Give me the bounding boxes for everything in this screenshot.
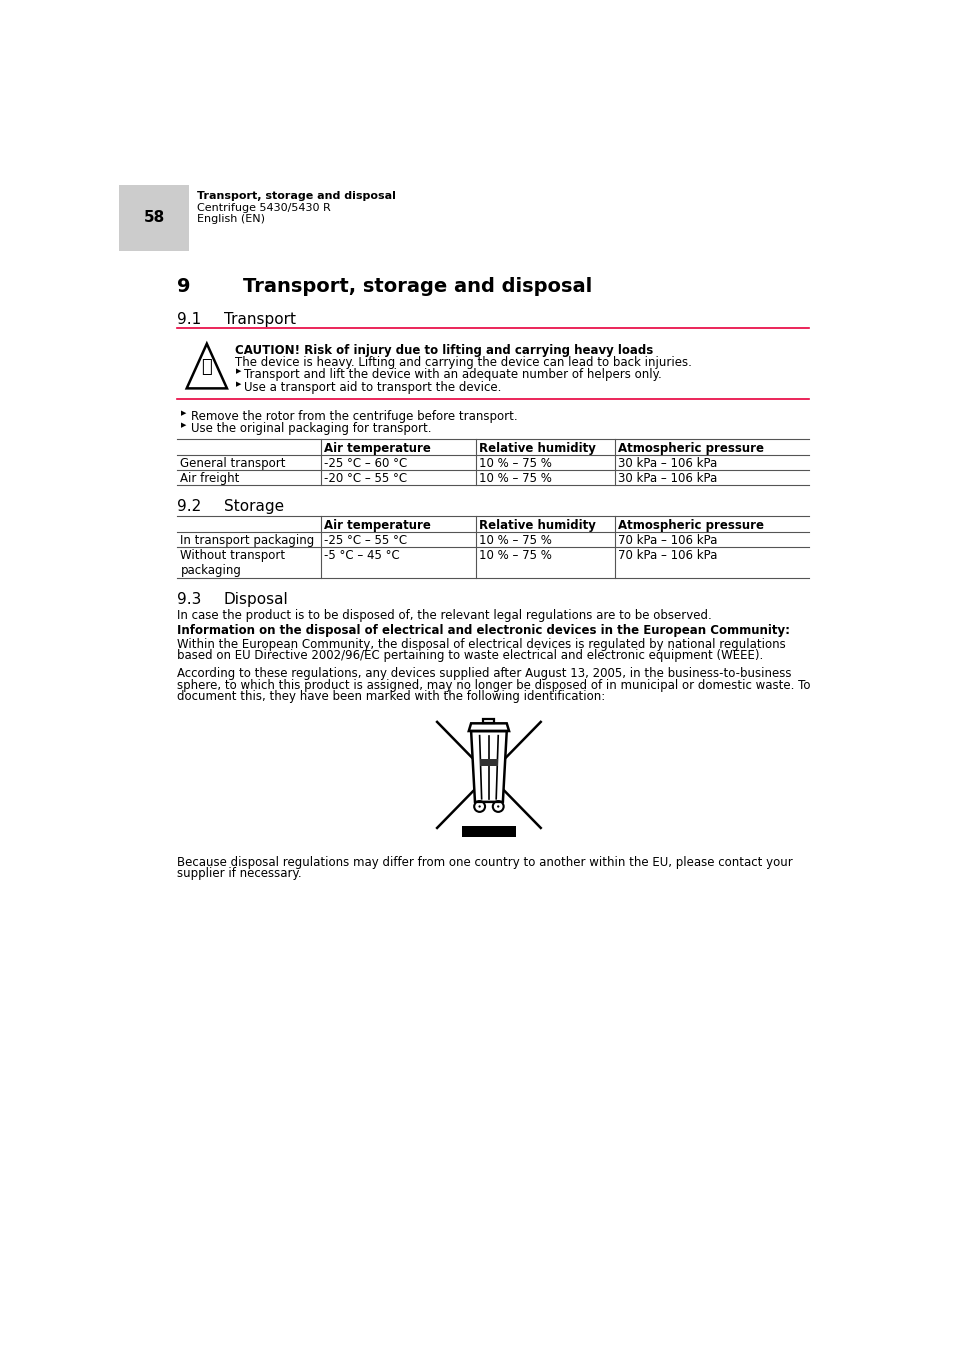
Text: 🏋: 🏋	[201, 358, 212, 375]
Text: Relative humidity: Relative humidity	[478, 441, 595, 455]
Text: Air freight: Air freight	[180, 472, 239, 485]
Text: -5 °C – 45 °C: -5 °C – 45 °C	[323, 549, 399, 563]
Text: sphere, to which this product is assigned, may no longer be disposed of in munic: sphere, to which this product is assigne…	[177, 679, 810, 691]
Text: Information on the disposal of electrical and electronic devices in the European: Information on the disposal of electrica…	[177, 624, 789, 637]
Circle shape	[478, 806, 480, 807]
Text: According to these regulations, any devices supplied after August 13, 2005, in t: According to these regulations, any devi…	[177, 667, 791, 680]
Text: Relative humidity: Relative humidity	[478, 518, 595, 532]
Text: 10 % – 75 %: 10 % – 75 %	[478, 456, 551, 470]
Text: document this, they have been marked with the following identification:: document this, they have been marked wit…	[177, 690, 605, 703]
Text: 9.2: 9.2	[177, 500, 201, 514]
Text: Air temperature: Air temperature	[323, 518, 430, 532]
Text: 9: 9	[177, 278, 191, 297]
Bar	[483, 718, 494, 724]
Text: ▶: ▶	[181, 410, 187, 416]
Text: 30 kPa – 106 kPa: 30 kPa – 106 kPa	[618, 472, 717, 485]
Text: Storage: Storage	[224, 500, 284, 514]
Text: Because disposal regulations may differ from one country to another within the E: Because disposal regulations may differ …	[177, 856, 792, 869]
Text: supplier if necessary.: supplier if necessary.	[177, 867, 302, 880]
Bar	[479, 759, 497, 767]
Text: 70 kPa – 106 kPa: 70 kPa – 106 kPa	[618, 549, 717, 563]
Text: Transport, storage and disposal: Transport, storage and disposal	[196, 192, 395, 201]
Text: 10 % – 75 %: 10 % – 75 %	[478, 472, 551, 485]
Text: General transport: General transport	[180, 456, 286, 470]
Text: -25 °C – 60 °C: -25 °C – 60 °C	[323, 456, 407, 470]
Polygon shape	[471, 732, 506, 802]
Bar	[468, 724, 509, 732]
Text: English (EN): English (EN)	[196, 213, 265, 224]
Text: based on EU Directive 2002/96/EC pertaining to waste electrical and electronic e: based on EU Directive 2002/96/EC pertain…	[177, 649, 762, 663]
Text: Remove the rotor from the centrifuge before transport.: Remove the rotor from the centrifuge bef…	[192, 410, 517, 423]
Bar	[483, 718, 494, 724]
Text: 58: 58	[143, 211, 165, 225]
Text: Atmospheric pressure: Atmospheric pressure	[618, 518, 763, 532]
Text: Centrifuge 5430/5430 R: Centrifuge 5430/5430 R	[196, 202, 330, 213]
Text: ▶: ▶	[235, 369, 240, 374]
Text: ▶: ▶	[235, 381, 240, 386]
Circle shape	[497, 806, 498, 807]
Text: Within the European Community, the disposal of electrical devices is regulated b: Within the European Community, the dispo…	[177, 637, 785, 651]
Text: -20 °C – 55 °C: -20 °C – 55 °C	[323, 472, 407, 485]
Text: In transport packaging: In transport packaging	[180, 533, 314, 547]
Text: 10 % – 75 %: 10 % – 75 %	[478, 549, 551, 563]
Text: Atmospheric pressure: Atmospheric pressure	[618, 441, 763, 455]
Text: Without transport
packaging: Without transport packaging	[180, 549, 285, 578]
Text: 10 % – 75 %: 10 % – 75 %	[478, 533, 551, 547]
Text: Transport, storage and disposal: Transport, storage and disposal	[243, 278, 592, 297]
Text: Use the original packaging for transport.: Use the original packaging for transport…	[192, 423, 432, 435]
Text: Air temperature: Air temperature	[323, 441, 430, 455]
Text: Use a transport aid to transport the device.: Use a transport aid to transport the dev…	[244, 381, 501, 394]
Text: CAUTION! Risk of injury due to lifting and carrying heavy loads: CAUTION! Risk of injury due to lifting a…	[235, 344, 653, 356]
Bar	[119, 185, 189, 251]
Text: 30 kPa – 106 kPa: 30 kPa – 106 kPa	[618, 456, 717, 470]
Bar	[461, 826, 516, 837]
Text: Transport and lift the device with an adequate number of helpers only.: Transport and lift the device with an ad…	[244, 369, 661, 381]
Text: The device is heavy. Lifting and carrying the device can lead to back injuries.: The device is heavy. Lifting and carryin…	[235, 356, 692, 369]
Text: Transport: Transport	[224, 312, 295, 327]
Text: 70 kPa – 106 kPa: 70 kPa – 106 kPa	[618, 533, 717, 547]
Text: 9.3: 9.3	[177, 591, 201, 606]
Text: 9.1: 9.1	[177, 312, 201, 327]
Text: Disposal: Disposal	[224, 591, 289, 606]
Text: ▶: ▶	[181, 423, 187, 428]
Text: In case the product is to be disposed of, the relevant legal regulations are to : In case the product is to be disposed of…	[177, 609, 711, 621]
Text: -25 °C – 55 °C: -25 °C – 55 °C	[323, 533, 407, 547]
